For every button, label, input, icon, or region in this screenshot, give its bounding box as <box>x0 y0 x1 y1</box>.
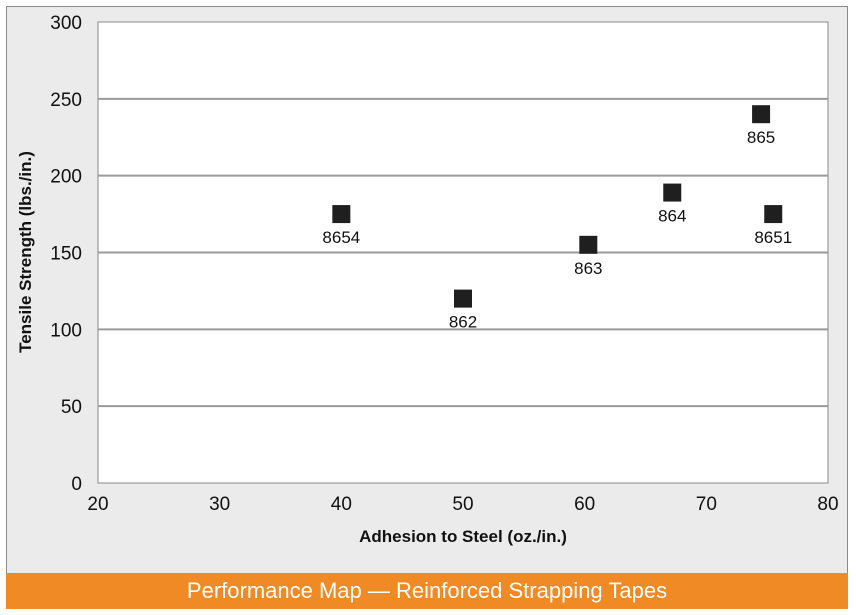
point-label: 862 <box>449 313 477 332</box>
caption-text: Performance Map — Reinforced Strapping T… <box>186 578 668 603</box>
square-marker <box>764 205 783 224</box>
point-label: 865 <box>747 128 775 147</box>
square-marker <box>663 183 682 202</box>
y-tick-label: 300 <box>50 13 82 34</box>
point-label: 8651 <box>754 228 792 247</box>
x-tick-label: 50 <box>452 494 473 515</box>
x-tick-label: 40 <box>331 494 352 515</box>
gridlines <box>98 97 828 408</box>
x-tick-label: 20 <box>87 494 108 515</box>
y-tick-label: 150 <box>50 244 82 265</box>
y-axis-ticks: 0 50 100 150 200 250 300 <box>50 13 82 495</box>
data-point: 863 <box>574 235 603 278</box>
x-tick-label: 30 <box>209 494 230 515</box>
y-tick-label: 100 <box>50 320 82 341</box>
x-axis-ticks: 20 30 40 50 60 70 80 <box>87 494 838 515</box>
y-tick-label: 250 <box>50 90 82 111</box>
square-marker <box>454 289 472 308</box>
square-marker <box>579 235 598 254</box>
y-tick-label: 0 <box>71 474 82 495</box>
data-points: 8654 862 863 864 865 8651 <box>322 105 792 332</box>
data-point: 864 <box>658 183 686 226</box>
caption-bar: Performance Map — Reinforced Strapping T… <box>6 573 848 609</box>
x-tick-label: 60 <box>574 494 595 515</box>
data-point: 8651 <box>754 205 792 247</box>
square-marker <box>332 205 351 224</box>
x-axis-title: Adhesion to Steel (oz./in.) <box>359 527 567 546</box>
x-tick-label: 80 <box>817 494 838 515</box>
y-axis-title: Tensile Strength (lbs./in.) <box>16 151 35 353</box>
point-label: 864 <box>658 207 686 226</box>
data-point: 865 <box>747 105 775 147</box>
square-marker <box>752 105 771 124</box>
point-label: 863 <box>574 259 602 278</box>
y-tick-label: 50 <box>61 397 82 418</box>
point-label: 8654 <box>322 228 360 247</box>
data-point: 8654 <box>322 205 360 247</box>
y-tick-label: 200 <box>50 167 82 188</box>
data-point: 862 <box>449 289 477 332</box>
x-tick-label: 70 <box>696 494 717 515</box>
